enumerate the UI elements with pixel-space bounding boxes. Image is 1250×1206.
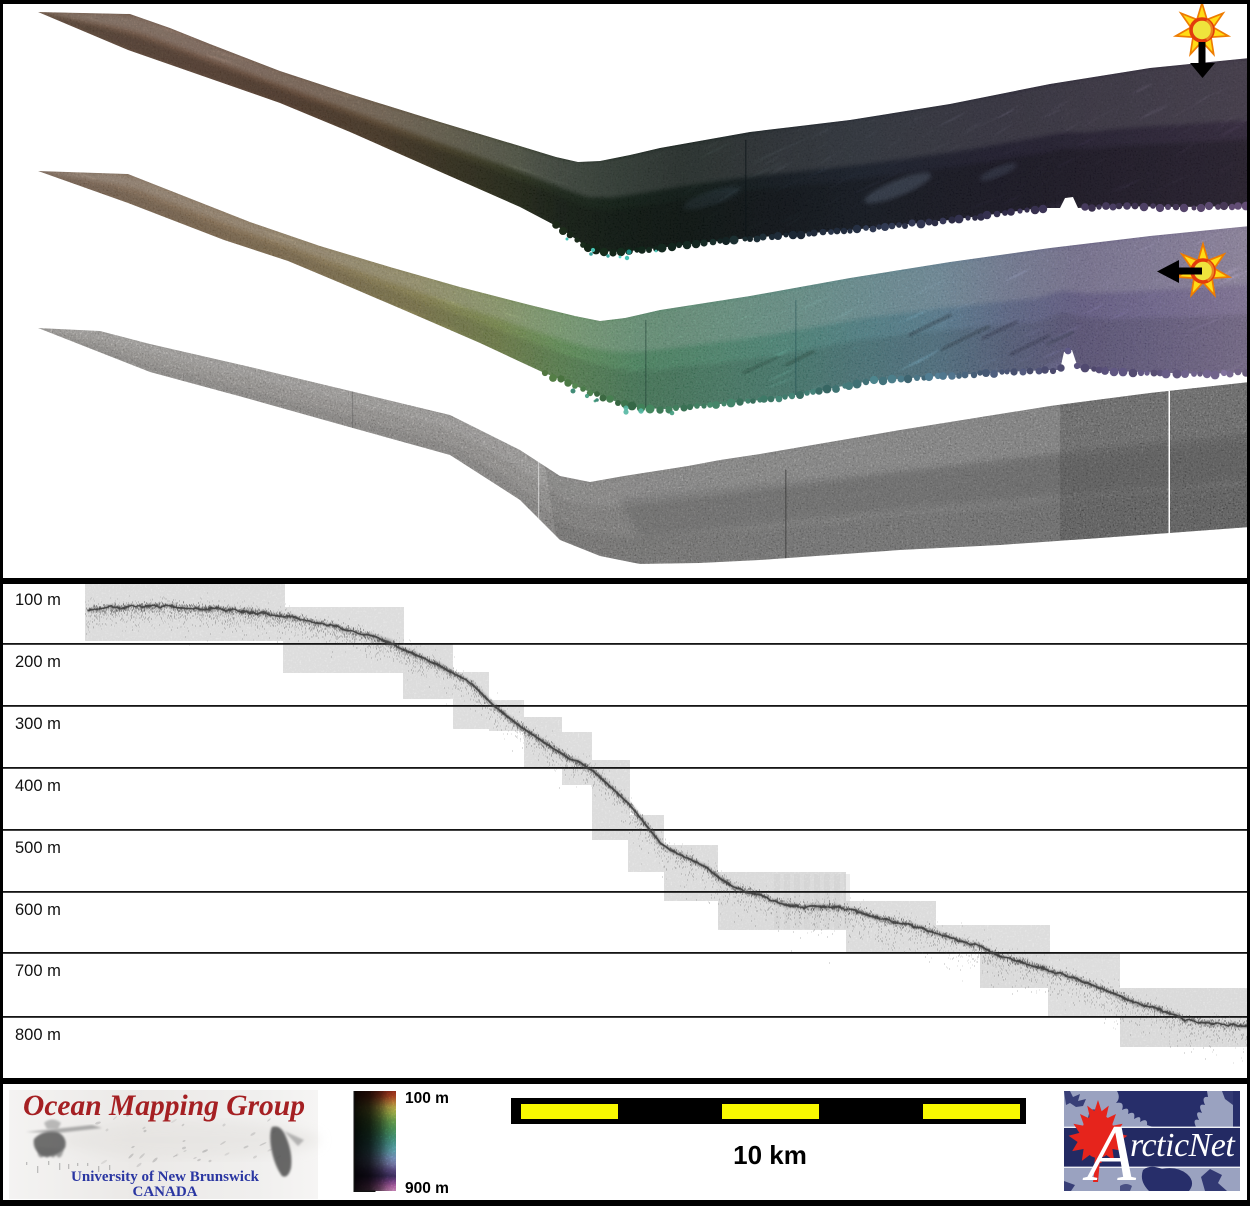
svg-text:10 km: 10 km xyxy=(733,1140,807,1170)
svg-text:A: A xyxy=(1082,1110,1137,1198)
svg-text:500 m: 500 m xyxy=(15,839,61,857)
svg-text:300 m: 300 m xyxy=(15,715,61,733)
svg-text:600 m: 600 m xyxy=(15,901,61,919)
svg-text:900 m: 900 m xyxy=(405,1180,449,1197)
svg-text:rcticNet: rcticNet xyxy=(1130,1127,1236,1164)
svg-text:Ocean Mapping Group: Ocean Mapping Group xyxy=(23,1090,305,1122)
svg-text:400 m: 400 m xyxy=(15,777,61,795)
svg-text:700 m: 700 m xyxy=(15,962,61,980)
svg-text:100 m: 100 m xyxy=(15,591,61,609)
svg-text:100 m: 100 m xyxy=(405,1090,449,1107)
svg-text:CANADA: CANADA xyxy=(133,1184,198,1200)
svg-text:800 m: 800 m xyxy=(15,1026,61,1044)
svg-text:200 m: 200 m xyxy=(15,653,61,671)
svg-text:University of New Brunswick: University of New Brunswick xyxy=(71,1169,260,1185)
